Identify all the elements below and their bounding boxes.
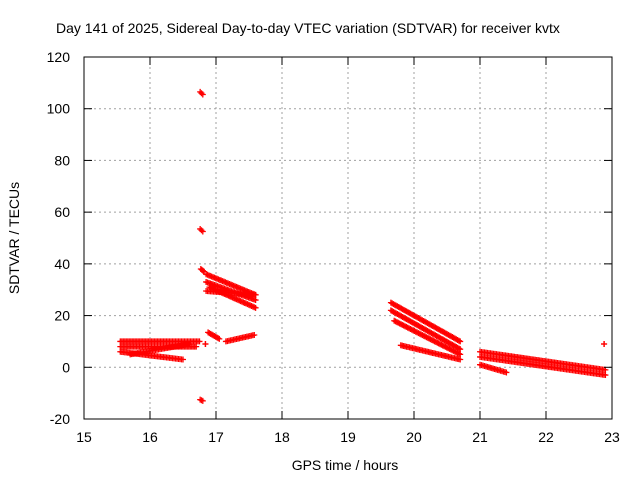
data-point (455, 345, 462, 352)
data-point (457, 356, 464, 363)
series-seg-f1 (477, 348, 609, 373)
series-seg-e4 (397, 342, 464, 363)
data-point (252, 291, 259, 298)
series-seg-e2 (387, 307, 464, 353)
x-axis-label: GPS time / hours (292, 457, 399, 473)
y-tick-label: 120 (47, 49, 71, 65)
series-seg-d1 (205, 329, 223, 342)
x-tick-label: 18 (274, 429, 290, 445)
data-point (215, 335, 222, 342)
x-tick-label: 15 (76, 429, 92, 445)
x-tick-label: 23 (604, 429, 620, 445)
series-seg-f4 (601, 341, 608, 348)
y-axis-label: SDTVAR / TECUs (6, 182, 22, 294)
series-seg-d2 (222, 331, 258, 345)
data-point (455, 337, 462, 344)
x-tick-label: 20 (406, 429, 422, 445)
series-seg-f2 (477, 353, 609, 379)
series-seg-b2 (197, 225, 206, 235)
series-seg-a-cross (127, 341, 193, 358)
y-tick-label: 60 (54, 204, 70, 220)
data-point (199, 91, 206, 98)
data-point (196, 338, 203, 345)
data-point (193, 343, 200, 350)
series-seg-e1 (387, 299, 464, 345)
data-point (252, 304, 259, 311)
x-tick-label: 17 (208, 429, 224, 445)
data-point (199, 228, 206, 235)
x-tick-label: 22 (538, 429, 554, 445)
data-point (601, 341, 608, 348)
y-tick-label: 40 (54, 256, 70, 272)
data-point (199, 397, 206, 404)
y-tick-label: 0 (62, 359, 70, 375)
x-tick-label: 19 (340, 429, 356, 445)
y-tick-label: 100 (47, 101, 71, 117)
data-points (117, 88, 609, 404)
series-seg-b1 (197, 88, 206, 98)
grid (84, 57, 612, 419)
y-tick-labels: -20 0 20 40 60 80 100 120 (47, 49, 71, 427)
data-point (180, 356, 186, 363)
series-seg-f3 (477, 361, 510, 376)
series-seg-c4 (203, 288, 259, 298)
y-tick-label: -20 (50, 411, 70, 427)
data-point (186, 341, 193, 348)
data-point (602, 372, 609, 379)
data-point (216, 335, 223, 342)
data-point (457, 346, 464, 353)
x-tick-label: 16 (142, 429, 158, 445)
data-point (198, 227, 205, 234)
data-point (602, 366, 609, 373)
y-tick-label: 20 (54, 308, 70, 324)
series-seg-b3 (197, 396, 206, 404)
data-point (503, 369, 510, 376)
axis-ticks (83, 56, 613, 420)
data-point (252, 297, 259, 304)
x-tick-label: 21 (472, 429, 488, 445)
series-seg-d3 (202, 341, 209, 348)
data-point (202, 341, 209, 348)
data-point (457, 351, 464, 358)
data-point (251, 331, 258, 338)
chart-title: Day 141 of 2025, Sidereal Day-to-day VTE… (56, 20, 560, 36)
data-point (457, 338, 464, 345)
y-tick-label: 80 (54, 152, 70, 168)
series-seg-e3 (391, 317, 464, 358)
x-tick-labels: 15 16 17 18 19 20 21 22 23 (76, 429, 620, 445)
data-point (455, 350, 462, 357)
data-point (200, 267, 207, 274)
data-point (198, 90, 205, 97)
